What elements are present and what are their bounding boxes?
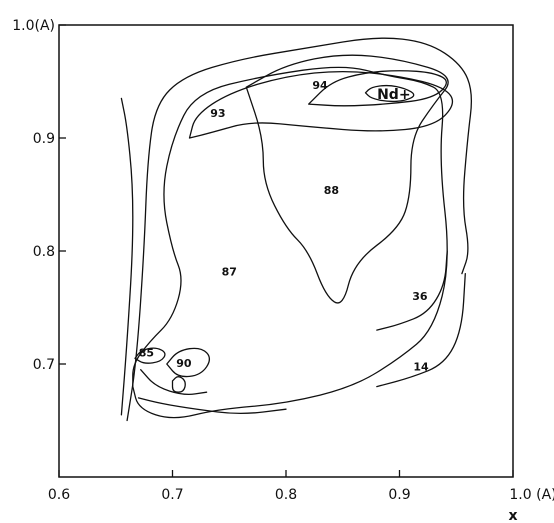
contour-outer-1 — [120, 97, 134, 416]
contour-inner-90b — [171, 376, 186, 393]
x-tick-label: 0.8 — [275, 487, 297, 503]
y-tick-label: 0.9 — [33, 131, 55, 147]
contour-low-contour-a — [137, 397, 287, 415]
axis-tick-labels: 0.6 0.7 0.8 0.9 1.0 (A) 0.7 0.8 0.9 1.0(A) — [12, 18, 554, 503]
contour-low-contour-b — [140, 369, 208, 396]
axis-ticks — [58, 24, 514, 477]
contour-inner-90 — [166, 347, 211, 378]
contour-label: 36 — [412, 290, 428, 303]
x-tick-label: 0.7 — [161, 487, 183, 503]
contour-nd-loop — [364, 84, 415, 103]
contour-annotations: 94 Nd+ 93 88 87 36 85 90 14 — [139, 79, 429, 373]
contour-inner-87 — [132, 66, 448, 419]
contour-lines — [120, 37, 473, 422]
contour-label: 87 — [222, 265, 237, 278]
contour-inner-85 — [134, 347, 166, 364]
contour-label: 90 — [176, 357, 192, 370]
x-tick-label: 0.9 — [388, 487, 410, 503]
y-tick-label: 1.0(A) — [12, 18, 55, 34]
x-tick-label: 1.0 (A) — [509, 487, 554, 503]
contour-inner-94 — [308, 70, 447, 107]
contour-label: Nd+ — [377, 87, 410, 103]
x-tick-label: 0.6 — [48, 487, 70, 503]
y-tick-label: 0.7 — [33, 357, 55, 373]
contour-inner-88 — [245, 54, 449, 304]
x-axis-label: x — [508, 508, 517, 523]
contour-label: 94 — [312, 79, 328, 92]
contour-label: 85 — [139, 347, 154, 360]
contour-right-14 — [376, 272, 466, 388]
contour-right-36 — [376, 250, 448, 331]
contour-label: 93 — [210, 107, 225, 120]
y-tick-label: 0.8 — [33, 244, 55, 260]
contour-inner-93 — [188, 70, 454, 139]
contour-label: 88 — [324, 184, 339, 197]
contour-outer-2 — [126, 37, 473, 422]
contour-label: 14 — [413, 360, 429, 373]
